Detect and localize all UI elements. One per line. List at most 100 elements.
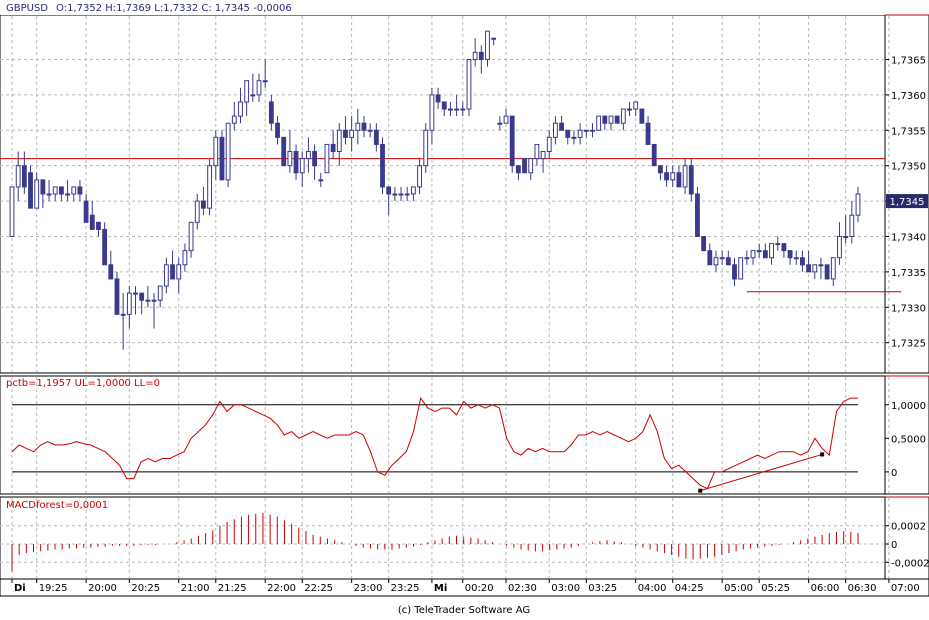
candle-body (170, 264, 175, 280)
macd-panel: -0,0002 0 0,0002 MACDforest=0,0001 (0, 496, 929, 580)
candle (756, 243, 762, 258)
candle-body (312, 151, 317, 167)
candle (713, 250, 719, 272)
candle-body (546, 136, 552, 153)
x-axis-tick-label: Di (14, 583, 26, 594)
candle-body (213, 136, 219, 167)
candle-body (417, 165, 422, 188)
candle (170, 250, 175, 280)
candle (762, 243, 768, 259)
candle-body (275, 122, 280, 138)
candle-body (830, 257, 836, 280)
x-axis-tick-label: 21:25 (218, 583, 247, 594)
candle (435, 87, 441, 110)
candle (21, 151, 27, 194)
candle (744, 250, 750, 265)
candle-body (207, 165, 213, 209)
candle-body (244, 80, 250, 103)
x-axis-tick-label: 02:30 (508, 583, 537, 594)
candle (787, 250, 793, 265)
candle (46, 179, 52, 202)
candle-body (287, 151, 293, 167)
candle-body (769, 243, 774, 259)
candle-body (305, 151, 311, 160)
x-axis-tick-label: 20:00 (88, 583, 117, 594)
candle (522, 158, 527, 174)
pctb-y-tick-label: 1,0000 (891, 401, 926, 412)
candle-body (28, 172, 33, 209)
candle-body (176, 264, 182, 280)
candle-body (787, 250, 793, 259)
candle (423, 123, 429, 173)
candle-body (602, 115, 608, 124)
candle (275, 116, 280, 145)
candle (201, 186, 206, 216)
candle (386, 186, 392, 216)
pctb-y-tick-label: 0 (891, 468, 897, 479)
candle (349, 116, 355, 152)
candle (281, 136, 287, 167)
candle (627, 101, 632, 117)
candle-body (775, 243, 781, 246)
x-axis-tick-label: 20:25 (131, 583, 160, 594)
candle (318, 172, 324, 187)
candle (15, 151, 21, 202)
candle-body (299, 158, 305, 174)
candle (151, 293, 157, 329)
candle-body (219, 136, 225, 181)
candle (608, 115, 614, 131)
x-axis-tick-label: 06:00 (811, 583, 840, 594)
candle (398, 186, 404, 202)
candle-body (96, 221, 101, 230)
candle-body (762, 250, 768, 259)
candle-body (349, 129, 355, 138)
candle (312, 144, 317, 180)
candle (305, 137, 311, 173)
x-axis-tick-label: 00:20 (465, 583, 494, 594)
candle (361, 116, 367, 138)
candle-body (466, 58, 472, 110)
x-axis-tick-label: 07:00 (891, 583, 920, 594)
candle-body (565, 129, 571, 138)
candle (855, 186, 861, 223)
macd-y-tick-label: -0,0002 (891, 558, 929, 569)
candle-body (454, 108, 460, 111)
candle (262, 59, 268, 88)
candle (707, 243, 713, 266)
candle (250, 73, 256, 102)
candle (528, 158, 534, 180)
candle (65, 179, 70, 202)
last-price-label: 1,7345 (890, 197, 925, 208)
candle-body (818, 264, 824, 267)
candle (219, 130, 225, 181)
candle-body (559, 122, 565, 131)
candle (534, 143, 540, 166)
candle (448, 101, 453, 117)
candle-body (614, 115, 620, 124)
macd-indicator-label: MACDforest=0,0001 (6, 500, 108, 511)
candle (645, 116, 651, 145)
candle (163, 257, 169, 294)
candle-body (460, 108, 466, 111)
candle-body (380, 143, 385, 188)
candle-body (126, 292, 132, 315)
candle (843, 215, 849, 244)
x-axis-tick-label: 04:00 (638, 583, 667, 594)
candle (213, 130, 219, 180)
candle-body (194, 200, 200, 223)
candle-body (423, 129, 429, 167)
x-axis-tick-label: 03:25 (588, 583, 617, 594)
candle-body (596, 115, 602, 131)
candle-body (139, 292, 145, 301)
price-y-tick-label: 1,7325 (891, 339, 926, 350)
candle (800, 250, 805, 272)
candle-body (472, 51, 478, 60)
candle-body (410, 186, 416, 195)
x-axis-tick-label: 03:00 (551, 583, 580, 594)
x-axis-tick-label: 22:00 (267, 583, 296, 594)
candle (590, 123, 595, 138)
candle (769, 243, 774, 265)
candle-body (645, 122, 651, 145)
candle-body (46, 193, 52, 196)
candle-body (448, 108, 453, 111)
